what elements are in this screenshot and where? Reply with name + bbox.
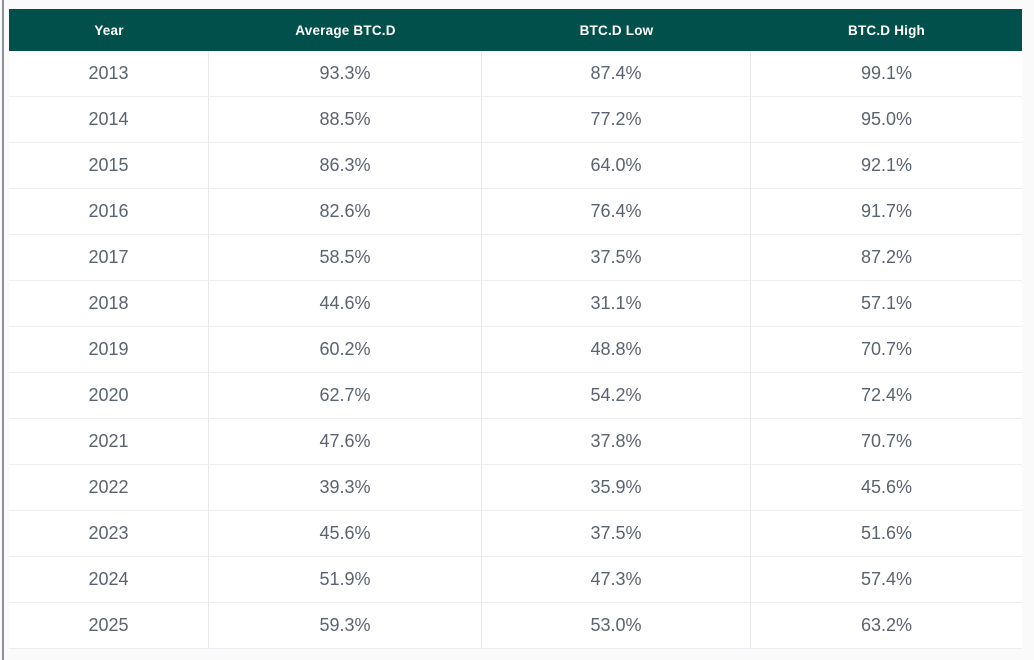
cell-btcd-high: 51.6% xyxy=(860,523,913,543)
cell-average-btcd: 82.6% xyxy=(209,189,482,234)
table-row: 2022 39.3% 35.9% 45.6% xyxy=(9,465,1022,511)
cell-year: 2018 xyxy=(9,281,209,326)
cell-btcd-low: 35.9% xyxy=(482,465,751,510)
cell-average-btcd: 62.7% xyxy=(209,373,482,418)
cell-year: 2020 xyxy=(9,373,209,418)
table-row: 2025 59.3% 53.0% 63.2% xyxy=(9,603,1022,649)
cell-btcd-high: 63.2% xyxy=(860,615,913,635)
table-body: 2013 93.3% 87.4% 99.1% 2014 88.5% 77.2% … xyxy=(9,51,1022,649)
cell-average-btcd: 58.5% xyxy=(209,235,482,280)
cell-average-btcd: 86.3% xyxy=(209,143,482,188)
table-row: 2013 93.3% 87.4% 99.1% xyxy=(9,51,1022,97)
cell-average-btcd: 39.3% xyxy=(209,465,482,510)
cell-year: 2017 xyxy=(9,235,209,280)
table-row: 2021 47.6% 37.8% 70.7% xyxy=(9,419,1022,465)
cell-average-btcd: 51.9% xyxy=(209,557,482,602)
table-row: 2020 62.7% 54.2% 72.4% xyxy=(9,373,1022,419)
cell-year: 2016 xyxy=(9,189,209,234)
table-row: 2019 60.2% 48.8% 70.7% xyxy=(9,327,1022,373)
cell-btcd-low: 47.3% xyxy=(482,557,751,602)
cell-btcd-high: 57.4% xyxy=(860,569,913,589)
cell-btcd-low: 64.0% xyxy=(482,143,751,188)
cell-average-btcd: 44.6% xyxy=(209,281,482,326)
cell-btcd-low: 31.1% xyxy=(482,281,751,326)
cell-btcd-high: 95.0% xyxy=(860,109,913,129)
table-row: 2023 45.6% 37.5% 51.6% xyxy=(9,511,1022,557)
column-header-year: Year xyxy=(94,22,124,38)
cell-average-btcd: 59.3% xyxy=(209,603,482,648)
cell-btcd-low: 87.4% xyxy=(482,51,751,96)
cell-year: 2021 xyxy=(9,419,209,464)
cell-year: 2022 xyxy=(9,465,209,510)
window-left-edge xyxy=(2,0,4,660)
column-header-low: BTC.D Low xyxy=(579,22,654,38)
cell-btcd-low: 37.8% xyxy=(482,419,751,464)
cell-year: 2015 xyxy=(9,143,209,188)
column-header-average: Average BTC.D xyxy=(295,22,396,38)
table-row: 2024 51.9% 47.3% 57.4% xyxy=(9,557,1022,603)
cell-average-btcd: 45.6% xyxy=(209,511,482,556)
table-row: 2016 82.6% 76.4% 91.7% xyxy=(9,189,1022,235)
cell-btcd-low: 77.2% xyxy=(482,97,751,142)
table-row: 2015 86.3% 64.0% 92.1% xyxy=(9,143,1022,189)
cell-btcd-low: 48.8% xyxy=(482,327,751,372)
cell-average-btcd: 88.5% xyxy=(209,97,482,142)
column-header-high: BTC.D High xyxy=(848,22,925,38)
table-header-row: Year Average BTC.D BTC.D Low BTC.D High xyxy=(9,9,1022,51)
table-row: 2014 88.5% 77.2% 95.0% xyxy=(9,97,1022,143)
cell-btcd-high: 92.1% xyxy=(860,155,913,175)
cell-year: 2014 xyxy=(9,97,209,142)
cell-btcd-high: 99.1% xyxy=(860,63,913,83)
cell-btcd-high: 70.7% xyxy=(860,339,913,359)
cell-btcd-high: 87.2% xyxy=(860,247,913,267)
cell-btcd-low: 37.5% xyxy=(482,235,751,280)
cell-year: 2025 xyxy=(9,603,209,648)
cell-btcd-high: 91.7% xyxy=(860,201,913,221)
cell-btcd-low: 76.4% xyxy=(482,189,751,234)
btc-dominance-table: Year Average BTC.D BTC.D Low BTC.D High … xyxy=(9,9,1022,649)
cell-average-btcd: 93.3% xyxy=(209,51,482,96)
cell-year: 2013 xyxy=(9,51,209,96)
cell-year: 2024 xyxy=(9,557,209,602)
cell-average-btcd: 60.2% xyxy=(209,327,482,372)
table-row: 2017 58.5% 37.5% 87.2% xyxy=(9,235,1022,281)
cell-btcd-low: 37.5% xyxy=(482,511,751,556)
cell-btcd-low: 53.0% xyxy=(482,603,751,648)
cell-btcd-low: 54.2% xyxy=(482,373,751,418)
cell-average-btcd: 47.6% xyxy=(209,419,482,464)
table-row: 2018 44.6% 31.1% 57.1% xyxy=(9,281,1022,327)
cell-year: 2019 xyxy=(9,327,209,372)
cell-btcd-high: 70.7% xyxy=(860,431,913,451)
cell-btcd-high: 72.4% xyxy=(860,385,913,405)
cell-btcd-high: 45.6% xyxy=(860,477,913,497)
cell-year: 2023 xyxy=(9,511,209,556)
cell-btcd-high: 57.1% xyxy=(860,293,913,313)
